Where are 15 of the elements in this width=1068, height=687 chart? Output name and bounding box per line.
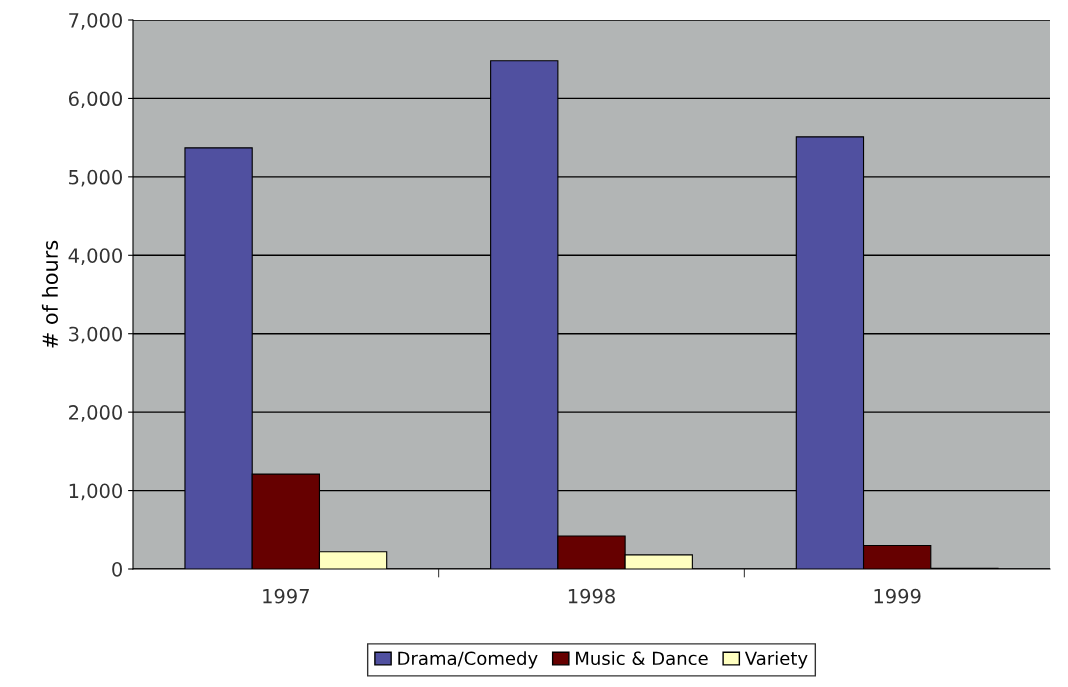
y-axis-title: # of hours bbox=[41, 240, 59, 348]
x-tick-label: 1998 bbox=[568, 588, 615, 604]
y-tick-label: 1,000 bbox=[69, 483, 122, 501]
y-tick-label: 3,000 bbox=[69, 326, 122, 344]
legend-label: Drama/Comedy bbox=[398, 651, 538, 669]
y-tick-label: 5,000 bbox=[69, 169, 122, 187]
x-tick-label: 1997 bbox=[263, 588, 309, 604]
y-tick-label: 0 bbox=[112, 561, 122, 577]
legend-label: Music & Dance bbox=[576, 651, 708, 666]
x-tick-label: 1999 bbox=[874, 588, 921, 604]
y-tick-label: 4,000 bbox=[68, 248, 122, 265]
y-tick-label: 2,000 bbox=[69, 405, 122, 422]
y-tick-label: 7,000 bbox=[69, 12, 122, 30]
legend-label: Variety bbox=[744, 651, 808, 669]
y-tick-label: 6,000 bbox=[68, 91, 122, 109]
